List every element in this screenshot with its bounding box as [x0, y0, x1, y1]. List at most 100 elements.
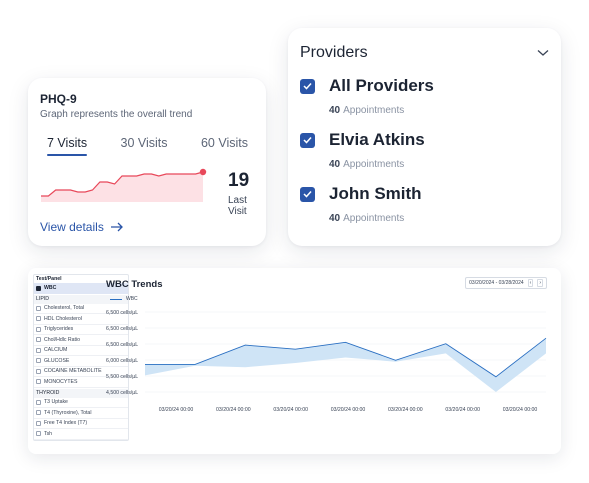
- sidebar-header: Test/Panel: [36, 276, 62, 282]
- sidebar-item-label: Chol/Hdlc Ratio: [44, 336, 81, 343]
- x-tick-label: 03/20/24 00:00: [216, 407, 251, 413]
- y-tick-label: 5,500 cells/µL: [106, 374, 138, 380]
- checkbox[interactable]: [36, 420, 41, 426]
- phq9-card: PHQ-9 Graph represents the overall trend…: [28, 78, 266, 246]
- wbc-trends-panel: Test/Panel WBC LIPID Cholesterol, Total HD…: [28, 268, 561, 454]
- sidebar-section-header: LIPID: [34, 294, 128, 304]
- provider-name: Elvia Atkins: [329, 130, 425, 149]
- sidebar-item-label: T4 (Thyroxine), Total: [44, 409, 92, 416]
- visit-tabs: 7 Visits 30 Visits 60 Visits: [40, 136, 254, 156]
- providers-title: Providers: [300, 44, 368, 61]
- y-tick-label: 6,500 cells/µL: [106, 342, 138, 348]
- phq9-title: PHQ-9: [40, 92, 77, 106]
- wbc-trend-chart: 6,500 cells/µL 6,500 cells/µL 6,500 cells/…: [106, 310, 547, 413]
- sidebar-item[interactable]: T4 (Thyroxine), Total: [34, 408, 128, 419]
- last-visit-score: 19: [228, 170, 250, 191]
- sidebar-item[interactable]: Chol/Hdlc Ratio: [34, 335, 128, 346]
- checkbox[interactable]: [36, 326, 41, 332]
- sidebar-item-label: GLUCOSE: [44, 357, 70, 364]
- provider-checkbox[interactable]: [300, 132, 315, 148]
- sidebar-item[interactable]: CALCIUM: [34, 346, 128, 356]
- provider-appointments: 40 Appointments: [329, 105, 405, 116]
- sidebar-item[interactable]: MONOCYTES: [34, 377, 128, 388]
- provider-item: John Smith 40 Appointments: [300, 184, 549, 224]
- chart-legend: WBC: [110, 296, 138, 302]
- sidebar-item[interactable]: Triglycerides: [34, 325, 128, 335]
- checkbox[interactable]: [36, 285, 41, 291]
- sidebar-item-label: CALCIUM: [44, 347, 68, 354]
- sidebar-item-label: COCAINE METABOLITE: [44, 368, 102, 375]
- providers-card: Providers All Providers 40 Appointments E…: [288, 28, 561, 246]
- sidebar-item[interactable]: GLUCOSE: [34, 356, 128, 367]
- sparkline-endpoint: [199, 168, 207, 176]
- checkbox[interactable]: [36, 431, 41, 437]
- tab-7-visits[interactable]: 7 Visits: [47, 136, 88, 156]
- sparkline-line: [41, 171, 204, 197]
- sidebar-item-label: HDL Cholesterol: [44, 315, 82, 322]
- phq9-trend-sparkline: [41, 168, 207, 202]
- test-panel-sidebar: Test/Panel WBC LIPID Cholesterol, Total HD…: [33, 274, 129, 441]
- y-tick-label: 6,500 cells/µL: [106, 310, 138, 316]
- checkmark-icon: [303, 82, 312, 90]
- legend-swatch: [110, 298, 122, 300]
- sidebar-item[interactable]: Free T4 Index (T7): [34, 419, 128, 429]
- provider-appointments: 40 Appointments: [329, 213, 405, 224]
- checkbox[interactable]: [36, 347, 41, 353]
- sidebar-item[interactable]: Cholesterol, Total: [34, 304, 128, 314]
- checkbox[interactable]: [36, 337, 41, 343]
- x-tick-label: 03/20/24 00:00: [273, 407, 308, 413]
- prev-range-button[interactable]: ‹: [527, 279, 534, 287]
- checkbox[interactable]: [36, 399, 41, 405]
- checkbox[interactable]: [36, 368, 41, 374]
- sidebar-item[interactable]: COCAINE METABOLITE: [34, 367, 128, 377]
- sidebar-item-label: Triglycerides: [44, 326, 74, 333]
- legend-label: WBC: [126, 296, 138, 302]
- y-tick-label: 4,500 cells/µL: [106, 390, 138, 396]
- chevron-down-icon[interactable]: [537, 49, 549, 57]
- next-range-button[interactable]: ›: [537, 279, 543, 287]
- provider-name: John Smith: [329, 184, 422, 203]
- sidebar-item-label: T3 Uptake: [44, 399, 68, 406]
- checkbox[interactable]: [36, 379, 41, 385]
- y-tick-label: 6,000 cells/µL: [106, 358, 138, 364]
- view-details-label: View details: [40, 220, 104, 234]
- tab-60-visits[interactable]: 60 Visits: [200, 136, 248, 150]
- series-band: [145, 338, 546, 392]
- sidebar-item-label: Free T4 Index (T7): [44, 420, 88, 427]
- chart-title: WBC Trends: [106, 279, 163, 290]
- x-tick-label: 03/20/24 00:00: [331, 407, 366, 413]
- checkbox[interactable]: [36, 410, 41, 416]
- checkmark-icon: [303, 136, 312, 144]
- x-tick-label: 03/20/24 00:00: [159, 407, 194, 413]
- sparkline-area: [41, 172, 203, 202]
- arrow-right-icon: [110, 222, 123, 232]
- sidebar-item[interactable]: T3 Uptake: [34, 398, 128, 408]
- date-range-value: 03/20/2024 - 03/28/2024: [469, 280, 524, 286]
- provider-item: Elvia Atkins 40 Appointments: [300, 130, 549, 170]
- provider-checkbox[interactable]: [300, 186, 315, 202]
- sidebar-item[interactable]: Tsh: [34, 429, 128, 440]
- checkmark-icon: [303, 190, 312, 198]
- sidebar-section-header: THYROID: [34, 388, 128, 398]
- checkbox[interactable]: [36, 305, 41, 311]
- provider-name: All Providers: [329, 76, 434, 95]
- sidebar-item-label: MONOCYTES: [44, 378, 78, 385]
- date-range-picker[interactable]: 03/20/2024 - 03/28/2024 ‹ ›: [465, 277, 547, 289]
- tab-30-visits[interactable]: 30 Visits: [120, 136, 168, 150]
- view-details-link[interactable]: View details: [40, 220, 254, 234]
- sidebar-item-label: Tsh: [44, 430, 53, 437]
- checkbox[interactable]: [36, 358, 41, 364]
- provider-checkbox[interactable]: [300, 78, 315, 94]
- provider-appointments: 40 Appointments: [329, 159, 405, 170]
- provider-item: All Providers 40 Appointments: [300, 76, 549, 116]
- phq9-subtitle: Graph represents the overall trend: [40, 109, 193, 120]
- series-line-wbc: [145, 337, 547, 378]
- sidebar-item-wbc[interactable]: WBC: [34, 283, 128, 294]
- y-tick-label: 6,500 cells/µL: [106, 326, 138, 332]
- last-visit-label: Last Visit: [228, 195, 247, 217]
- x-tick-label: 03/20/24 00:00: [503, 407, 538, 413]
- x-tick-label: 03/20/24 00:00: [388, 407, 423, 413]
- checkbox[interactable]: [36, 316, 41, 322]
- x-tick-label: 03/20/24 00:00: [445, 407, 480, 413]
- sidebar-item[interactable]: HDL Cholesterol: [34, 314, 128, 325]
